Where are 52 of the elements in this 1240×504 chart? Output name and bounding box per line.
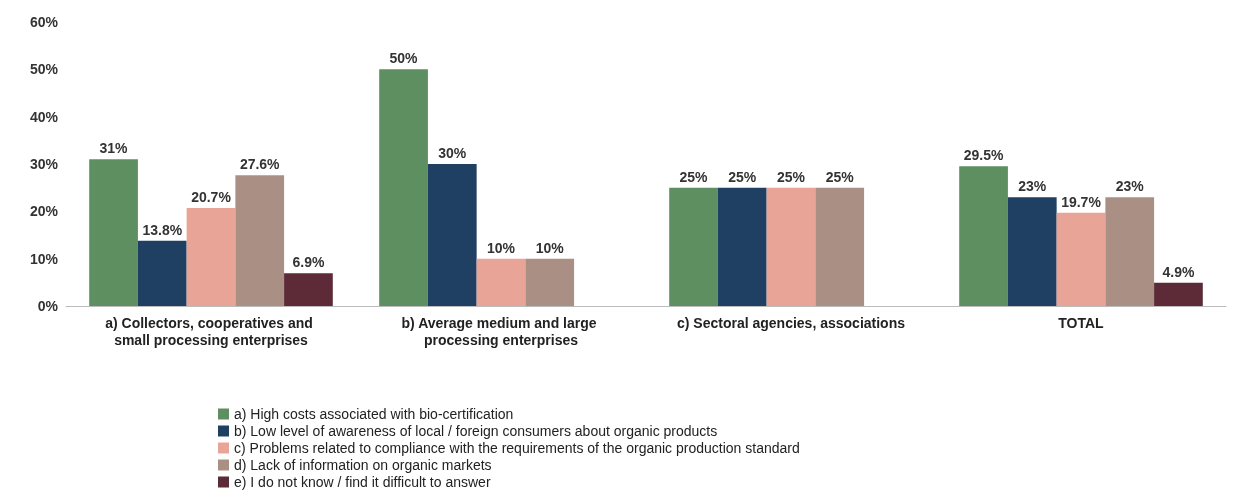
legend-label: a) High costs associated with bio-certification	[234, 406, 514, 422]
data-label: 25%	[776, 168, 806, 185]
x-tick-label: TOTAL	[1058, 314, 1105, 331]
data-label: 20.7%	[191, 189, 232, 206]
data-label: 25%	[728, 168, 757, 185]
y-tick-label: 0%	[37, 298, 59, 314]
x-tick-label: c) Sectoral agencies, associations	[677, 314, 906, 331]
y-tick-label: 50%	[29, 61, 59, 78]
y-tick-label: 60%	[29, 14, 59, 30]
y-tick-label: 10%	[29, 250, 59, 267]
bar	[669, 187, 718, 306]
bar	[1154, 282, 1203, 306]
bar	[717, 187, 767, 306]
data-label: 6.9%	[292, 254, 325, 271]
data-label: 29.5%	[963, 147, 1004, 164]
legend-label: e) I do not know / find it difficult to answer	[234, 474, 491, 490]
bar	[379, 69, 428, 306]
y-tick-label: 20%	[29, 203, 59, 220]
data-label: 23%	[1018, 178, 1047, 195]
bar	[137, 240, 187, 306]
data-label: 10%	[535, 239, 565, 256]
x-tick-label: a) Collectors, cooperatives and small processing enterprises	[105, 314, 317, 348]
y-tick-label: 30%	[29, 156, 59, 172]
bar	[766, 187, 816, 306]
data-label: 4.9%	[1162, 263, 1195, 280]
bar	[186, 208, 236, 306]
bar	[476, 258, 526, 306]
data-label: 13.8%	[142, 221, 183, 238]
x-tick-label: b) Average medium and large processing enterprises	[401, 314, 601, 348]
data-label: 50%	[389, 50, 419, 67]
data-label: 25%	[825, 168, 855, 185]
data-label: 19.7%	[1061, 193, 1102, 210]
data-label: 30%	[438, 145, 467, 161]
data-label: 27.6%	[239, 156, 281, 173]
bar	[815, 187, 865, 306]
bar	[89, 159, 138, 306]
bar	[235, 175, 285, 306]
bar	[1007, 197, 1057, 306]
bar	[959, 166, 1008, 306]
legend-label: d) Lack of information on organic markets	[234, 457, 492, 473]
y-tick-label: 40%	[29, 108, 59, 125]
data-label: 31%	[99, 140, 129, 157]
data-label: 10%	[486, 239, 516, 256]
bar	[1056, 212, 1106, 306]
bar	[1105, 197, 1155, 306]
legend-label: c) Problems related to compliance with the requirements of the organic production standard	[234, 440, 800, 456]
bar	[525, 258, 575, 306]
data-label: 25%	[679, 168, 709, 185]
legend-label: b) Low level of awareness of local / foreign consumers about organic products	[234, 423, 718, 439]
bar	[284, 273, 333, 306]
bar	[427, 164, 477, 306]
data-label: 23%	[1115, 178, 1145, 195]
